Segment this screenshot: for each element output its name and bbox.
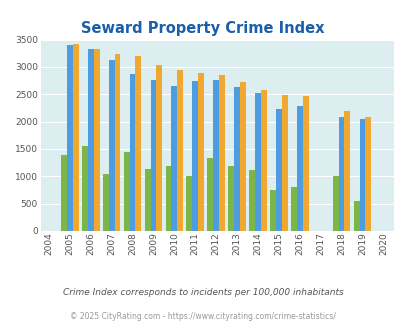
Bar (207, 158, 213, 231)
Bar (239, 82, 245, 231)
Bar (67, 45, 72, 231)
Bar (87, 49, 94, 231)
Bar (281, 95, 287, 231)
Bar (213, 80, 219, 231)
Bar (353, 202, 359, 231)
Bar (61, 155, 67, 231)
Bar (249, 170, 254, 231)
Bar (94, 49, 99, 231)
Bar (254, 93, 260, 231)
Bar (156, 65, 162, 231)
Bar (82, 146, 87, 231)
Bar (359, 119, 364, 231)
Text: © 2025 CityRating.com - https://www.cityrating.com/crime-statistics/: © 2025 CityRating.com - https://www.city… (70, 312, 335, 321)
Bar (124, 152, 129, 231)
Bar (144, 169, 150, 231)
Bar (364, 117, 370, 231)
Bar (114, 54, 120, 231)
Bar (150, 80, 156, 231)
Bar (296, 106, 302, 231)
Bar (135, 56, 141, 231)
Bar (344, 111, 350, 231)
Bar (290, 187, 296, 231)
Bar (192, 81, 198, 231)
Bar (109, 60, 114, 231)
Bar (228, 166, 234, 231)
Bar (219, 75, 224, 231)
Bar (234, 87, 239, 231)
Bar (338, 117, 344, 231)
Bar (198, 73, 204, 231)
Bar (302, 96, 308, 231)
Bar (72, 44, 79, 231)
Bar (171, 85, 177, 231)
Text: Crime Index corresponds to incidents per 100,000 inhabitants: Crime Index corresponds to incidents per… (62, 287, 343, 297)
Bar (102, 174, 109, 231)
Bar (177, 70, 183, 231)
Bar (129, 74, 135, 231)
Bar (260, 90, 266, 231)
Text: Seward Property Crime Index: Seward Property Crime Index (81, 21, 324, 36)
Bar (165, 166, 171, 231)
Bar (186, 176, 192, 231)
Bar (269, 190, 275, 231)
Bar (275, 109, 281, 231)
Bar (332, 176, 338, 231)
